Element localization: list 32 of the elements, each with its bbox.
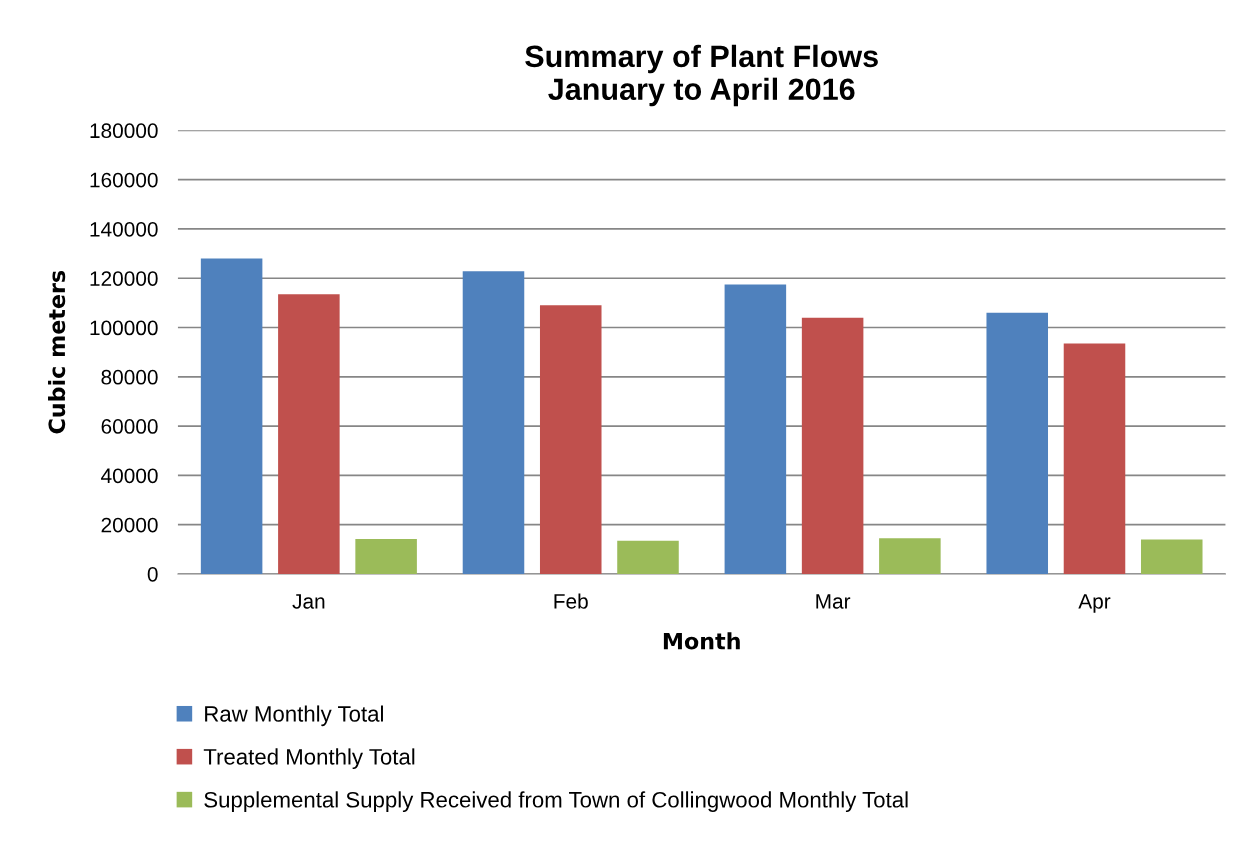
y-tick-label: 180000 — [90, 123, 158, 139]
x-tick-label: Jan — [292, 594, 325, 609]
bar — [462, 271, 525, 574]
bar — [986, 312, 1049, 574]
bar — [1140, 539, 1203, 574]
legend-label: Raw Monthly Total — [205, 705, 383, 727]
legend-label: Supplemental Supply Received from Town of Collingwood Monthly Total — [204, 791, 908, 813]
y-tick-label: 60000 — [101, 419, 158, 434]
x-tick-label: Feb — [554, 593, 588, 609]
y-tick-label: 140000 — [90, 221, 158, 237]
chart-title: Summary of Plant Flows January to April 2016 — [525, 44, 878, 107]
y-axis-title: Cubic meters — [48, 270, 66, 434]
bar — [278, 294, 340, 574]
bar — [1063, 343, 1126, 574]
y-tick-label: 120000 — [90, 271, 158, 286]
bar — [617, 540, 679, 574]
x-tick-label: Mar — [816, 594, 851, 609]
x-axis-title: Month — [663, 632, 740, 650]
y-tick-label: 40000 — [101, 468, 158, 484]
bar — [724, 284, 787, 574]
y-tick-label: 160000 — [90, 172, 158, 188]
bar — [200, 258, 263, 574]
bar — [539, 305, 602, 574]
y-tick-label: 80000 — [101, 369, 158, 385]
bar — [801, 317, 864, 574]
y-tick-label: 20000 — [101, 517, 158, 533]
y-tick-label: 100000 — [90, 320, 158, 336]
y-tick-label: 0 — [147, 566, 158, 582]
bar — [355, 538, 417, 574]
bar — [879, 538, 941, 574]
legend-label: Treated Monthly Total — [203, 748, 415, 770]
x-tick-label: Apr — [1078, 594, 1111, 613]
